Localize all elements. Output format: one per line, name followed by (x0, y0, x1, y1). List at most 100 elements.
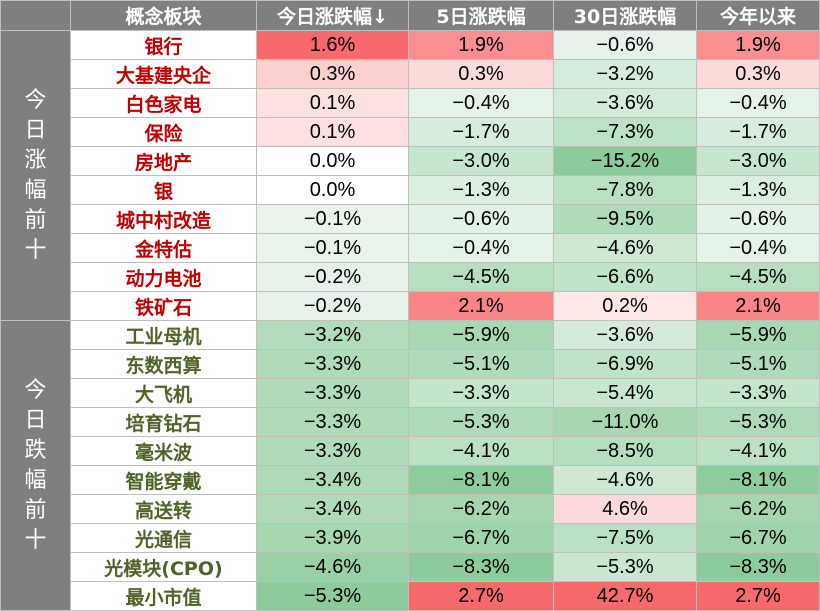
group-label-top-gainers: 今日涨幅前十 (0, 30, 71, 321)
ytd-change-cell: 2.7% (696, 581, 820, 611)
5day-change-cell: −3.3% (408, 378, 554, 408)
sector-name-cell: 保险 (70, 117, 257, 147)
sector-name-cell: 银行 (70, 30, 257, 60)
table-row[interactable]: 金特估 −0.1% −0.4% −4.6% −0.4% (1, 233, 820, 263)
header-sector[interactable]: 概念板块 (70, 0, 257, 31)
today-change-cell: −0.1% (256, 233, 409, 263)
ytd-change-cell: 0.3% (696, 59, 820, 89)
table-row[interactable]: 动力电池 −0.2% −4.5% −6.6% −4.5% (1, 262, 820, 292)
5day-change-cell: −3.0% (408, 146, 554, 176)
group-label-top-losers: 今日跌幅前十 (0, 320, 71, 611)
today-change-cell: −3.3% (256, 349, 409, 379)
5day-change-cell: −8.3% (408, 552, 554, 582)
header-5day-change[interactable]: 5日涨跌幅 (408, 0, 554, 31)
5day-change-cell: −5.3% (408, 407, 554, 437)
30day-change-cell: −6.9% (553, 349, 697, 379)
ytd-change-cell: −5.9% (696, 320, 820, 350)
header-row: 概念板块 今日涨跌幅↓ 5日涨跌幅 30日涨跌幅 今年以来 (0, 0, 820, 31)
sector-name-cell: 大飞机 (70, 378, 257, 408)
sector-name-cell: 金特估 (70, 233, 257, 263)
table-row[interactable]: 高送转 −3.4% −6.2% 4.6% −6.2% (1, 494, 820, 524)
sector-name-cell: 大基建央企 (70, 59, 257, 89)
today-change-cell: 0.1% (256, 88, 409, 118)
30day-change-cell: −3.2% (553, 59, 697, 89)
table-row[interactable]: 今日跌幅前十 工业母机 −3.2% −5.9% −3.6% −5.9% (0, 320, 820, 611)
ytd-change-cell: −8.1% (696, 465, 820, 495)
30day-change-cell: −9.5% (553, 204, 697, 234)
5day-change-cell: 2.1% (408, 291, 554, 321)
sector-name-cell: 动力电池 (70, 262, 257, 292)
table-row[interactable]: 铁矿石 −0.2% 2.1% 0.2% 2.1% (1, 291, 820, 321)
ytd-change-cell: −6.7% (696, 523, 820, 553)
ytd-change-cell: −6.2% (696, 494, 820, 524)
30day-change-cell: −11.0% (553, 407, 697, 437)
table-row[interactable]: 东数西算 −3.3% −5.1% −6.9% −5.1% (1, 349, 820, 379)
ytd-change-cell: 1.9% (696, 30, 820, 60)
5day-change-cell: −5.9% (408, 320, 554, 350)
table-body: 今日涨幅前十 银行 1.6% 1.9% −0.6% 1.9% 大基建央企 0.3% 0.3% −3… (0, 30, 820, 611)
table-row[interactable]: 智能穿戴 −3.4% −8.1% −4.6% −8.1% (1, 465, 820, 495)
today-change-cell: −3.3% (256, 407, 409, 437)
today-change-cell: −0.1% (256, 204, 409, 234)
sector-name-cell: 培育钻石 (70, 407, 257, 437)
sector-name-cell: 工业母机 (70, 320, 257, 350)
header-today-change[interactable]: 今日涨跌幅↓ (256, 0, 409, 31)
30day-change-cell: −7.5% (553, 523, 697, 553)
5day-change-cell: −0.4% (408, 88, 554, 118)
table-row[interactable]: 光通信 −3.9% −6.7% −7.5% −6.7% (1, 523, 820, 553)
sector-name-cell: 毫米波 (70, 436, 257, 466)
ytd-change-cell: −5.3% (696, 407, 820, 437)
30day-change-cell: −8.5% (553, 436, 697, 466)
today-change-cell: −3.4% (256, 465, 409, 495)
table-row[interactable]: 保险 0.1% −1.7% −7.3% −1.7% (1, 117, 820, 147)
today-change-cell: 0.0% (256, 175, 409, 205)
ytd-change-cell: −4.5% (696, 262, 820, 292)
sector-name-cell: 城中村改造 (70, 204, 257, 234)
5day-change-cell: −8.1% (408, 465, 554, 495)
today-change-cell: 0.0% (256, 146, 409, 176)
30day-change-cell: −7.3% (553, 117, 697, 147)
5day-change-cell: 1.9% (408, 30, 554, 60)
5day-change-cell: −0.4% (408, 233, 554, 263)
table-row[interactable]: 毫米波 −3.3% −4.1% −8.5% −4.1% (1, 436, 820, 466)
30day-change-cell: 4.6% (553, 494, 697, 524)
sector-name-cell: 银 (70, 175, 257, 205)
5day-change-cell: −4.5% (408, 262, 554, 292)
today-change-cell: 1.6% (256, 30, 409, 60)
table-row[interactable]: 银 0.0% −1.3% −7.8% −1.3% (1, 175, 820, 205)
ytd-change-cell: −1.3% (696, 175, 820, 205)
5day-change-cell: −6.2% (408, 494, 554, 524)
table-row[interactable]: 今日涨幅前十 银行 1.6% 1.9% −0.6% 1.9% (0, 30, 820, 321)
table-row[interactable]: 最小市值 −5.3% 2.7% 42.7% 2.7% (1, 581, 820, 611)
ytd-change-cell: −3.0% (696, 146, 820, 176)
30day-change-cell: −4.6% (553, 233, 697, 263)
table-row[interactable]: 培育钻石 −3.3% −5.3% −11.0% −5.3% (1, 407, 820, 437)
30day-change-cell: −6.6% (553, 262, 697, 292)
ytd-change-cell: −8.3% (696, 552, 820, 582)
header-30day-change[interactable]: 30日涨跌幅 (553, 0, 697, 31)
table-row[interactable]: 大飞机 −3.3% −3.3% −5.4% −3.3% (1, 378, 820, 408)
ytd-change-cell: 2.1% (696, 291, 820, 321)
ytd-change-cell: −3.3% (696, 378, 820, 408)
5day-change-cell: −1.3% (408, 175, 554, 205)
header-corner (0, 0, 71, 31)
table-row[interactable]: 房地产 0.0% −3.0% −15.2% −3.0% (1, 146, 820, 176)
table-row[interactable]: 白色家电 0.1% −0.4% −3.6% −0.4% (1, 88, 820, 118)
30day-change-cell: −3.6% (553, 88, 697, 118)
today-change-cell: 0.3% (256, 59, 409, 89)
ytd-change-cell: −0.6% (696, 204, 820, 234)
30day-change-cell: −4.6% (553, 465, 697, 495)
table-row[interactable]: 光模块(CPO) −4.6% −8.3% −5.3% −8.3% (1, 552, 820, 582)
ytd-change-cell: −4.1% (696, 436, 820, 466)
table-row[interactable]: 大基建央企 0.3% 0.3% −3.2% 0.3% (1, 59, 820, 89)
sector-name-cell: 高送转 (70, 494, 257, 524)
ytd-change-cell: −0.4% (696, 233, 820, 263)
table-row[interactable]: 城中村改造 −0.1% −0.6% −9.5% −0.6% (1, 204, 820, 234)
sector-name-cell: 白色家电 (70, 88, 257, 118)
today-change-cell: −3.3% (256, 378, 409, 408)
sector-name-cell: 最小市值 (70, 581, 257, 611)
ytd-change-cell: −5.1% (696, 349, 820, 379)
header-ytd-change[interactable]: 今年以来 (696, 0, 820, 31)
today-change-cell: −3.9% (256, 523, 409, 553)
